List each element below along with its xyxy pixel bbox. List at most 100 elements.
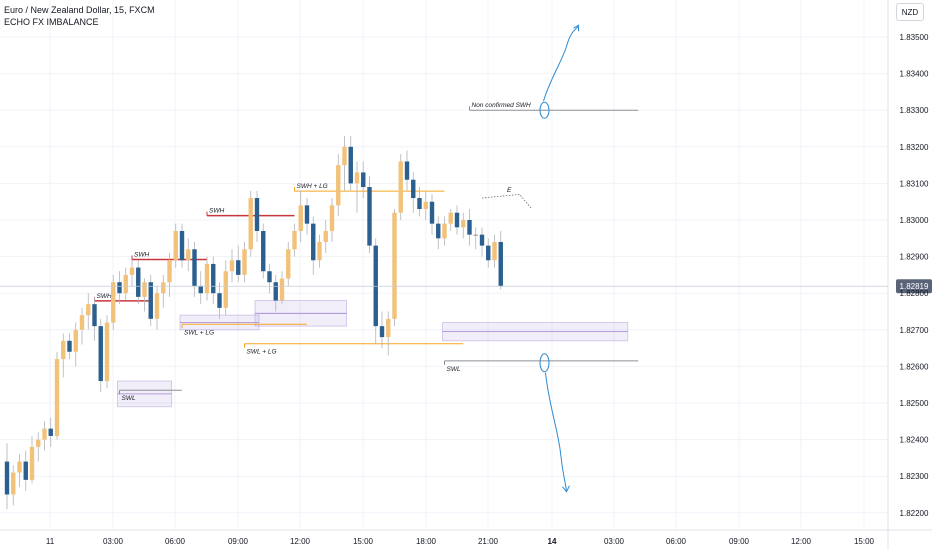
candle-body[interactable] [279,278,285,301]
level-label: SWL [447,366,461,373]
price-tick-label: 1.82400 [900,436,929,445]
candle-body[interactable] [236,260,241,275]
candle-body[interactable] [154,293,160,319]
price-tick-label: 1.82200 [900,509,929,518]
candle-body[interactable] [111,282,116,323]
candle-body[interactable] [492,241,497,261]
last-price-label: 1.82819 [900,282,929,291]
candle-body[interactable] [286,249,291,279]
candle-body[interactable] [198,285,203,294]
drawing-circle-bottom[interactable] [539,353,550,373]
candle-body[interactable] [4,461,10,495]
candle-body[interactable] [354,172,360,184]
candle-body[interactable] [473,234,478,236]
candle-body[interactable] [61,340,66,360]
candle-body[interactable] [48,428,53,436]
candle-body[interactable] [192,249,197,286]
candle-body[interactable] [86,304,91,316]
candle-body[interactable] [423,201,428,210]
candle-body[interactable] [273,282,278,301]
candle-body[interactable] [392,212,397,319]
candle-body[interactable] [98,326,103,382]
candle-body[interactable] [317,241,322,261]
candle-body[interactable] [398,161,403,213]
time-tick-label: 03:00 [103,537,124,546]
candle-body[interactable] [417,198,422,210]
candle-body[interactable] [148,282,153,319]
time-tick-label: 03:00 [604,537,625,546]
candle-body[interactable] [429,201,435,224]
candle-body[interactable] [104,322,110,382]
candle-body[interactable] [467,220,472,235]
candle-body[interactable] [304,205,310,224]
candle-body[interactable] [479,234,485,246]
drawing-arrow-down[interactable] [545,372,567,491]
candle-body[interactable] [142,282,147,297]
candle-body[interactable] [36,439,41,447]
candle-body[interactable] [229,260,235,272]
candle-body[interactable] [29,446,35,480]
level-label: SWH [134,252,149,259]
candle-body[interactable] [167,260,172,283]
candle-body[interactable] [461,220,466,228]
level-label: SWH [97,293,112,300]
candle-body[interactable] [161,282,166,294]
candle-body[interactable] [404,161,410,180]
candle-body[interactable] [123,274,128,294]
candle-body[interactable] [498,241,503,286]
candle-body[interactable] [217,293,222,308]
candle-body[interactable] [448,212,453,224]
candle-body[interactable] [179,230,185,261]
candle-body[interactable] [92,304,97,327]
candle-body[interactable] [223,271,228,308]
candle-body[interactable] [17,461,22,473]
candle-body[interactable] [486,245,491,261]
candle-body[interactable] [298,205,303,231]
candle-body[interactable] [342,146,347,166]
candle-body[interactable] [173,230,178,261]
drawing-circle-top[interactable] [539,101,550,119]
candle-body[interactable] [242,249,247,275]
candle-body[interactable] [411,179,416,199]
price-tick-label: 1.82800 [900,289,929,298]
drawing-arrow-up[interactable] [543,25,579,102]
price-tick-label: 1.83100 [900,179,929,188]
candle-body[interactable] [248,198,253,250]
candle-body[interactable] [379,326,385,338]
currency-selector[interactable]: NZD [896,3,924,21]
candle-body[interactable] [67,340,72,352]
candle-body[interactable] [117,282,122,294]
candle-body[interactable] [73,329,78,352]
text-mark: E [507,187,512,194]
candle-body[interactable] [367,187,372,246]
candle-body[interactable] [11,472,16,495]
chart-title: Euro / New Zealand Dollar, 15, FXCM [4,5,155,15]
candle-body[interactable] [373,245,378,327]
candle-body[interactable] [204,263,210,294]
candle-body[interactable] [329,205,335,231]
candle-body[interactable] [267,271,272,283]
candle-body[interactable] [361,172,366,188]
candle-body[interactable] [211,263,216,294]
candle-body[interactable] [54,359,60,436]
time-tick-label: 11 [46,537,55,546]
candle-body[interactable] [323,230,328,242]
candle-body[interactable] [454,212,460,228]
candle-body[interactable] [336,165,341,206]
candle-body[interactable] [442,223,447,239]
candle-body[interactable] [136,267,141,297]
candle-body[interactable] [42,428,47,440]
candle-body[interactable] [348,146,353,184]
candle-body[interactable] [311,223,316,261]
candle-body[interactable] [292,230,297,250]
candle-body[interactable] [254,198,260,231]
candle-body[interactable] [23,461,28,480]
candle-body[interactable] [79,315,85,330]
candle-body[interactable] [261,230,266,272]
candle-body[interactable] [186,249,191,261]
candle-body[interactable] [436,223,441,239]
candle-body[interactable] [129,267,135,275]
candle-body[interactable] [386,318,391,338]
